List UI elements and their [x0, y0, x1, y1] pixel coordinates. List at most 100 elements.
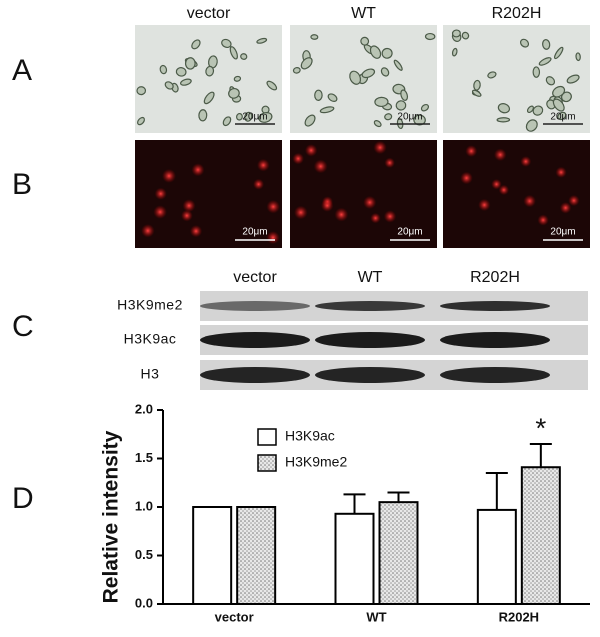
nucleus	[559, 202, 572, 214]
nucleus	[313, 159, 328, 174]
scale-label: 20μm	[397, 112, 422, 123]
error-bar	[529, 442, 552, 468]
cell	[395, 100, 407, 111]
error-bar	[387, 491, 410, 503]
cell	[384, 113, 393, 121]
cell	[461, 31, 470, 40]
cell	[413, 114, 426, 126]
cell	[244, 111, 253, 122]
cell	[236, 112, 243, 121]
row-label: H3	[141, 366, 160, 382]
nucleus	[460, 171, 473, 185]
blot-band	[440, 332, 550, 348]
nucleus	[266, 199, 280, 214]
bar	[476, 508, 517, 605]
column-label: WT	[351, 5, 376, 22]
nucleus	[383, 210, 397, 223]
nucleus	[363, 195, 377, 210]
bar	[520, 466, 561, 606]
legend-label: H3K9me2	[285, 454, 347, 470]
nucleus	[373, 140, 387, 155]
nucleus	[153, 205, 167, 219]
cell	[380, 67, 390, 77]
cell	[424, 32, 436, 41]
nucleus	[292, 152, 304, 165]
y-tick-label: 0.0	[135, 595, 153, 610]
nucleus	[568, 194, 580, 207]
cell	[538, 57, 552, 66]
row-label: H3K9me2	[117, 297, 183, 313]
cell	[552, 98, 565, 112]
cell	[314, 89, 323, 101]
legend-label: H3K9ac	[285, 428, 335, 444]
nucleus	[523, 194, 536, 208]
column-label: R202H	[492, 5, 542, 22]
cell	[327, 93, 338, 102]
micrograph	[290, 140, 437, 248]
bar	[334, 512, 375, 605]
cell	[519, 38, 530, 48]
bar	[378, 501, 419, 605]
nucleus	[181, 209, 193, 222]
cell	[222, 116, 232, 127]
nucleus	[491, 178, 502, 190]
x-tick-label: WT	[366, 609, 386, 624]
blot-band	[200, 367, 310, 383]
nucleus	[370, 212, 381, 224]
cell	[487, 71, 497, 79]
legend-swatch	[257, 428, 277, 446]
cell	[221, 38, 232, 49]
nucleus	[520, 156, 532, 167]
y-axis-label: Relative intensity	[100, 430, 123, 603]
cell	[532, 66, 541, 78]
cell	[575, 52, 581, 62]
cell	[451, 47, 458, 57]
blot-band	[200, 301, 310, 311]
nucleus	[320, 199, 334, 212]
cell	[552, 85, 566, 98]
cell	[349, 70, 362, 85]
cell	[420, 103, 430, 112]
scale-label: 20μm	[397, 227, 422, 238]
nucleus	[141, 224, 155, 238]
cell	[566, 74, 580, 84]
scale-label: 20μm	[242, 112, 267, 123]
cell	[180, 78, 192, 86]
cell	[373, 120, 382, 128]
panel-label: A	[12, 54, 32, 87]
cell	[360, 36, 370, 46]
cell	[557, 111, 567, 121]
nucleus	[334, 207, 349, 222]
cell	[228, 87, 240, 99]
cell	[319, 106, 335, 114]
cell	[191, 39, 201, 50]
blot-band	[200, 332, 310, 348]
cell	[473, 79, 481, 91]
y-tick-label: 0.5	[135, 547, 153, 562]
nucleus	[189, 225, 203, 238]
cell	[198, 109, 208, 122]
column-label: vector	[187, 5, 231, 22]
micrograph	[443, 140, 590, 248]
scale-label: 20μm	[550, 112, 575, 123]
cell	[497, 103, 511, 114]
nucleus	[266, 231, 280, 245]
panel-label: D	[12, 482, 34, 515]
cell	[175, 67, 187, 77]
nucleus	[498, 184, 510, 196]
cell	[374, 96, 389, 108]
error-bar	[485, 472, 508, 510]
cell	[361, 68, 376, 79]
cell	[526, 105, 534, 114]
cell	[159, 64, 168, 75]
cell	[542, 39, 551, 50]
nucleus	[555, 166, 567, 178]
cell	[137, 116, 145, 126]
blot-band	[315, 332, 425, 348]
nucleus	[465, 145, 478, 158]
nucleus	[191, 163, 205, 177]
cell	[240, 53, 248, 60]
cell	[369, 45, 382, 59]
bar	[236, 506, 277, 605]
nucleus	[294, 205, 308, 220]
